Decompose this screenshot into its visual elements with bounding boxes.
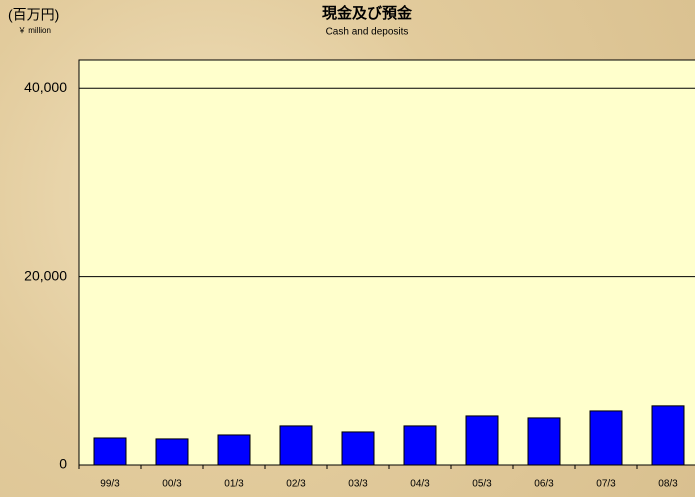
bar	[651, 405, 685, 466]
x-tick-label: 99/3	[100, 479, 120, 490]
bar	[527, 417, 561, 466]
bar	[465, 415, 499, 466]
plot-area	[78, 59, 695, 466]
chart-subtitle: Cash and deposits	[326, 27, 409, 38]
x-tick-label: 07/3	[596, 479, 616, 490]
bar	[341, 431, 375, 466]
bar	[155, 438, 189, 466]
bar	[217, 434, 251, 466]
y-tick-label: 0	[59, 456, 67, 472]
x-tick-label: 08/3	[658, 479, 678, 490]
x-tick-label: 05/3	[472, 479, 492, 490]
x-tick-label: 00/3	[162, 479, 182, 490]
bar	[589, 410, 623, 466]
chart-title: 現金及び預金	[322, 4, 413, 22]
y-tick-label: 20,000	[24, 267, 67, 283]
y-unit: (百万円)	[8, 7, 59, 23]
x-tick-label: 04/3	[410, 479, 430, 490]
bar	[279, 425, 313, 466]
x-tick-label: 06/3	[534, 479, 554, 490]
y-unit-en: ￥ million	[18, 26, 51, 35]
x-tick-label: 02/3	[286, 479, 306, 490]
x-tick-label: 03/3	[348, 479, 368, 490]
x-tick-label: 01/3	[224, 479, 244, 490]
bar	[93, 437, 127, 466]
y-tick-label: 40,000	[24, 79, 67, 95]
bar	[403, 425, 437, 466]
